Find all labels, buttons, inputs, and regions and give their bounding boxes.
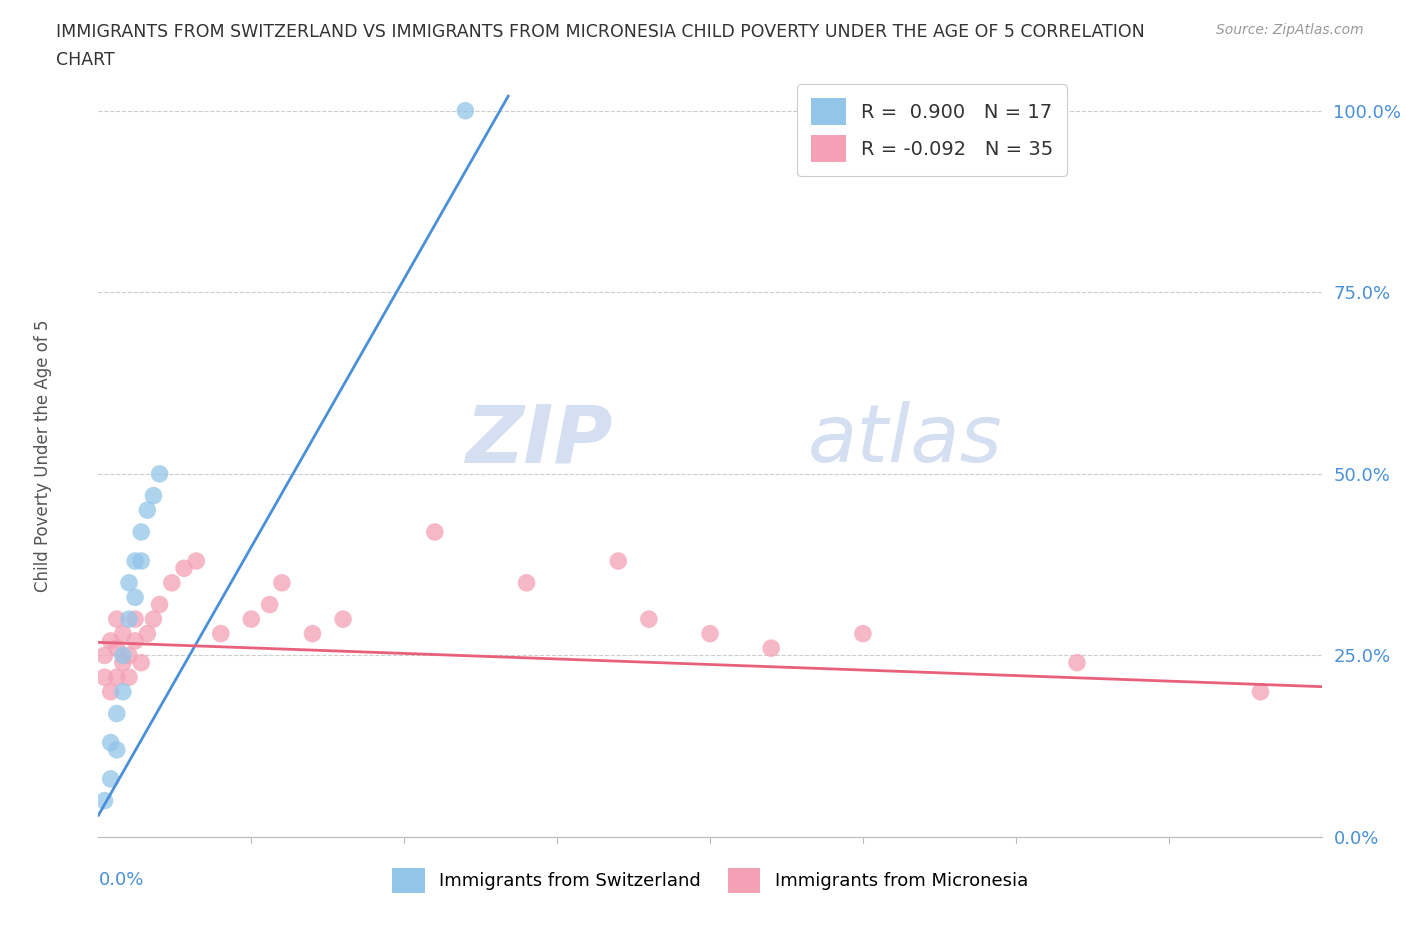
Point xyxy=(100,633,122,648)
Point xyxy=(259,597,281,612)
Text: atlas: atlas xyxy=(808,402,1002,480)
Point xyxy=(100,772,122,787)
Point xyxy=(759,641,782,656)
Point xyxy=(118,648,141,663)
Point xyxy=(124,553,146,568)
Point xyxy=(118,576,141,591)
Point xyxy=(124,612,146,627)
Point xyxy=(118,612,141,627)
Point xyxy=(852,626,875,641)
Point xyxy=(240,612,263,627)
Point xyxy=(149,597,172,612)
Point xyxy=(105,670,128,684)
Point xyxy=(270,576,292,591)
Text: Source: ZipAtlas.com: Source: ZipAtlas.com xyxy=(1216,23,1364,37)
Point xyxy=(136,503,159,518)
Legend: Immigrants from Switzerland, Immigrants from Micronesia: Immigrants from Switzerland, Immigrants … xyxy=(385,860,1035,900)
Point xyxy=(124,590,146,604)
Point xyxy=(209,626,232,641)
Text: Child Poverty Under the Age of 5: Child Poverty Under the Age of 5 xyxy=(34,319,52,592)
Point xyxy=(454,103,477,118)
Point xyxy=(129,525,152,539)
Point xyxy=(93,670,115,684)
Point xyxy=(142,488,165,503)
Point xyxy=(149,467,172,482)
Point xyxy=(332,612,354,627)
Text: CHART: CHART xyxy=(56,51,115,69)
Point xyxy=(111,626,134,641)
Point xyxy=(136,626,159,641)
Point xyxy=(129,553,152,568)
Point xyxy=(129,656,152,671)
Point xyxy=(105,742,128,757)
Point xyxy=(301,626,323,641)
Point xyxy=(100,735,122,750)
Text: IMMIGRANTS FROM SWITZERLAND VS IMMIGRANTS FROM MICRONESIA CHILD POVERTY UNDER TH: IMMIGRANTS FROM SWITZERLAND VS IMMIGRANT… xyxy=(56,23,1144,41)
Point xyxy=(105,706,128,721)
Point xyxy=(637,612,661,627)
Point xyxy=(186,553,208,568)
Point xyxy=(1249,684,1271,699)
Point xyxy=(105,612,128,627)
Point xyxy=(173,561,195,576)
Point xyxy=(93,648,115,663)
Point xyxy=(100,684,122,699)
Point xyxy=(516,576,538,591)
Point xyxy=(111,656,134,671)
Point xyxy=(118,670,141,684)
Text: 0.0%: 0.0% xyxy=(98,871,143,889)
Point xyxy=(699,626,721,641)
Point xyxy=(111,684,134,699)
Text: ZIP: ZIP xyxy=(465,402,612,480)
Point xyxy=(160,576,183,591)
Point xyxy=(111,648,134,663)
Point xyxy=(142,612,165,627)
Point xyxy=(124,633,146,648)
Point xyxy=(423,525,446,539)
Point xyxy=(93,793,115,808)
Point xyxy=(1066,656,1088,671)
Point xyxy=(105,641,128,656)
Point xyxy=(607,553,630,568)
